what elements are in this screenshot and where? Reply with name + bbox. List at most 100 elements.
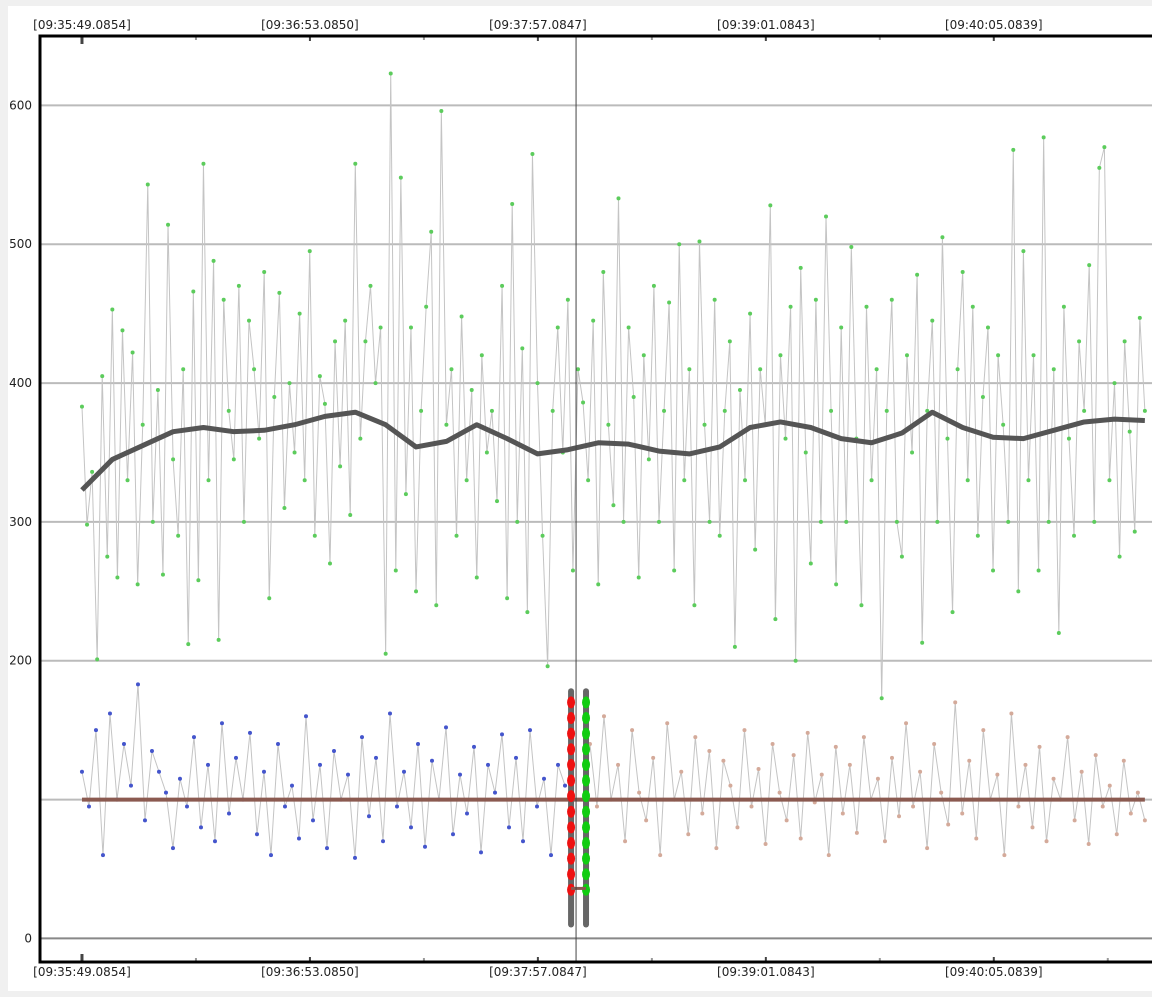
data-point xyxy=(221,297,226,302)
data-point xyxy=(525,610,530,615)
data-point xyxy=(1056,630,1061,635)
data-point xyxy=(1001,422,1006,427)
data-point xyxy=(601,714,606,719)
data-point xyxy=(611,503,616,508)
data-point xyxy=(359,735,364,740)
data-point xyxy=(424,304,429,309)
data-point xyxy=(869,478,874,483)
y-tick-label: 600 xyxy=(9,98,32,112)
data-point xyxy=(387,711,392,716)
data-point xyxy=(201,161,206,166)
data-point xyxy=(1135,790,1140,795)
data-point xyxy=(904,353,909,358)
marker-dot xyxy=(567,805,576,818)
data-point xyxy=(327,561,332,566)
data-point xyxy=(493,790,498,795)
data-point xyxy=(176,533,181,538)
data-point xyxy=(191,289,196,294)
data-point xyxy=(859,603,864,608)
data-point xyxy=(247,730,252,735)
data-point xyxy=(395,804,400,809)
data-point xyxy=(960,270,965,275)
data-point xyxy=(623,839,628,844)
data-point xyxy=(100,374,105,379)
data-point xyxy=(793,658,798,663)
marker-dot xyxy=(582,758,591,771)
data-point xyxy=(805,730,810,735)
data-point xyxy=(252,367,257,372)
data-point xyxy=(665,721,670,726)
data-point xyxy=(884,408,889,413)
marker-dot xyxy=(567,758,576,771)
data-point xyxy=(563,783,568,788)
data-point xyxy=(1006,519,1011,524)
data-point xyxy=(1072,533,1077,538)
series-lower-left xyxy=(79,682,568,860)
data-point xyxy=(186,642,191,647)
data-point xyxy=(368,283,373,288)
data-point xyxy=(679,769,684,774)
data-point xyxy=(570,568,575,573)
data-point xyxy=(631,394,636,399)
data-point xyxy=(135,682,140,687)
data-point xyxy=(777,790,782,795)
data-point xyxy=(910,450,915,455)
data-point xyxy=(844,519,849,524)
data-point xyxy=(1026,478,1031,483)
data-point xyxy=(677,242,682,247)
data-point xyxy=(616,762,621,767)
data-point xyxy=(140,422,145,427)
data-point xyxy=(847,762,852,767)
data-point xyxy=(1016,589,1021,594)
data-point xyxy=(1066,436,1071,441)
data-point xyxy=(79,404,84,409)
data-point xyxy=(1127,429,1132,434)
data-point xyxy=(352,855,357,860)
data-point xyxy=(464,478,469,483)
data-point xyxy=(216,637,221,642)
data-point xyxy=(474,575,479,580)
data-point xyxy=(196,578,201,583)
data-point xyxy=(414,589,419,594)
data-point xyxy=(150,519,155,524)
data-point xyxy=(946,822,951,827)
data-point xyxy=(758,367,763,372)
data-point xyxy=(939,790,944,795)
data-point xyxy=(955,367,960,372)
data-point xyxy=(1079,769,1084,774)
data-point xyxy=(528,728,533,733)
data-point xyxy=(970,304,975,309)
y-tick-label: 0 xyxy=(24,931,32,945)
data-point xyxy=(373,381,378,386)
data-point xyxy=(606,422,611,427)
data-point xyxy=(1002,853,1007,858)
data-point xyxy=(854,830,859,835)
data-point xyxy=(181,367,186,372)
marker-dot xyxy=(582,821,591,834)
data-point xyxy=(864,304,869,309)
x-tick-label-bottom: [09:35:49.0854] xyxy=(33,965,131,979)
data-point xyxy=(861,735,866,740)
data-point xyxy=(444,422,449,427)
data-point xyxy=(268,853,273,858)
data-point xyxy=(489,408,494,413)
data-point xyxy=(307,249,312,254)
data-point xyxy=(93,728,98,733)
data-point xyxy=(658,853,663,858)
data-point xyxy=(434,603,439,608)
data-point xyxy=(798,836,803,841)
data-point xyxy=(135,582,140,587)
data-point xyxy=(981,728,986,733)
data-point xyxy=(889,755,894,760)
data-point xyxy=(1037,744,1042,749)
data-point xyxy=(834,582,839,587)
data-point xyxy=(520,346,525,351)
data-point xyxy=(358,436,363,441)
data-point xyxy=(732,644,737,649)
data-point xyxy=(254,832,259,837)
marker-dot xyxy=(567,790,576,803)
data-point xyxy=(505,596,510,601)
data-point xyxy=(1142,818,1147,823)
data-point xyxy=(1128,811,1133,816)
